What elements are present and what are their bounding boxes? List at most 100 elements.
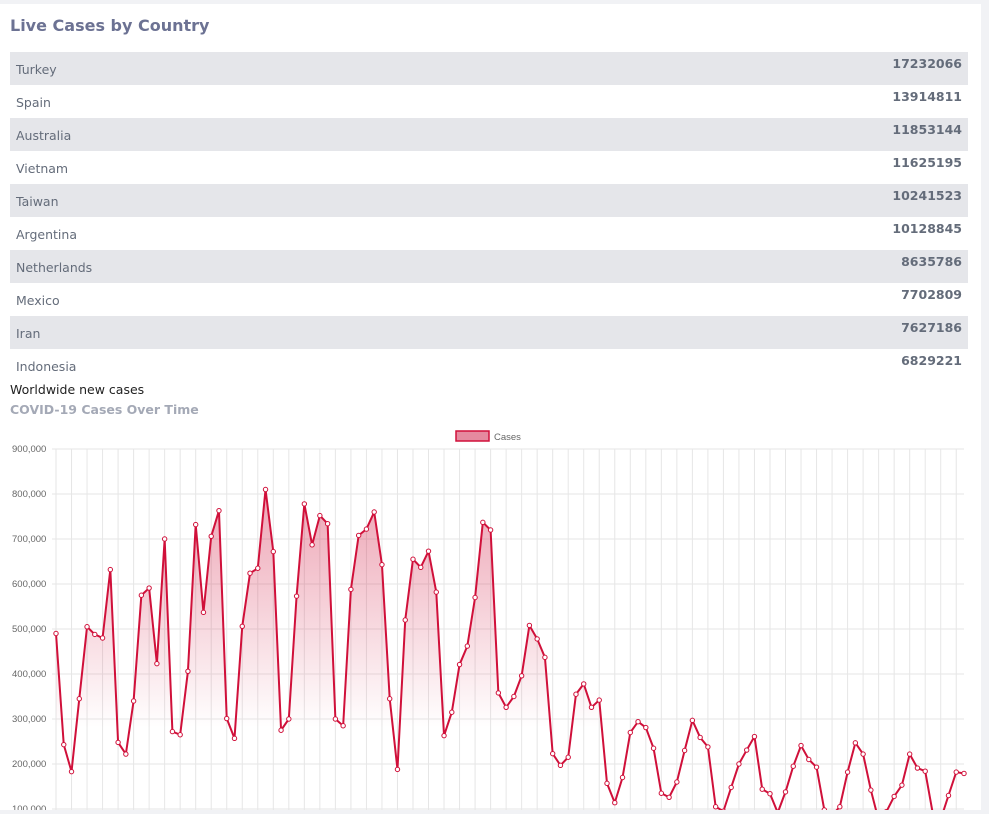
- series-line-cases: [55, 488, 965, 814]
- country-name: Taiwan: [16, 194, 59, 209]
- data-point: [441, 732, 447, 739]
- data-point: [627, 729, 633, 736]
- data-point: [247, 570, 253, 576]
- data-point: [860, 751, 866, 757]
- data-point: [309, 542, 315, 548]
- data-point: [301, 501, 308, 507]
- country-name: Turkey: [16, 62, 57, 77]
- data-point: [192, 521, 199, 528]
- cases-over-time-chart: 900,000 800,000 700,000 600,000 500,000 400,0…: [12, 430, 967, 814]
- countries-table: Turkey 17232066 Spain 13914811 Australia…: [10, 52, 968, 382]
- data-point: [200, 609, 207, 616]
- section-subtitle: COVID-19 Cases Over Time: [10, 402, 199, 417]
- country-cases: 6829221: [901, 353, 962, 368]
- data-point: [425, 548, 432, 554]
- data-point: [806, 756, 812, 763]
- data-point: [588, 704, 595, 710]
- data-point: [270, 548, 276, 555]
- y-tick-label: 900,000: [12, 444, 46, 455]
- data-point: [161, 536, 168, 542]
- legend-swatch: [455, 430, 490, 442]
- data-point: [224, 715, 230, 722]
- data-point: [790, 763, 796, 769]
- y-tick-label: 100,000: [12, 804, 46, 814]
- data-point: [355, 532, 362, 539]
- data-point: [410, 556, 416, 562]
- data-point: [123, 751, 129, 757]
- table-row: Turkey 17232066: [10, 52, 968, 85]
- data-point: [542, 654, 548, 661]
- country-cases: 11853144: [892, 122, 962, 137]
- data-point: [239, 623, 245, 630]
- data-point: [635, 719, 641, 725]
- data-point: [526, 622, 533, 629]
- country-cases: 10241523: [892, 188, 962, 203]
- data-point: [689, 717, 696, 724]
- data-point: [697, 734, 703, 741]
- data-point: [208, 533, 214, 540]
- data-point: [961, 770, 967, 777]
- data-point: [906, 751, 913, 757]
- country-name: Spain: [16, 95, 51, 110]
- table-row: Argentina 10128845: [10, 217, 968, 250]
- data-point: [456, 661, 463, 668]
- y-tick-label: 800,000: [12, 489, 46, 500]
- data-point: [581, 681, 587, 687]
- data-point: [674, 779, 680, 785]
- table-row: Spain 13914811: [10, 85, 968, 118]
- data-point: [278, 727, 284, 733]
- data-point: [798, 742, 804, 749]
- data-point: [76, 696, 82, 702]
- country-name: Australia: [16, 128, 72, 143]
- table-row: Indonesia 6829221: [10, 349, 968, 382]
- country-cases: 17232066: [892, 56, 962, 71]
- section-title: Worldwide new cases: [10, 382, 145, 397]
- data-point: [332, 716, 339, 722]
- series-area-cases: [56, 489, 964, 814]
- data-point: [782, 789, 789, 795]
- data-point: [107, 566, 114, 573]
- data-point: [495, 690, 502, 696]
- page-bottom-edge: [0, 810, 989, 814]
- data-point: [666, 794, 672, 800]
- card-title: Live Cases by Country: [10, 16, 210, 35]
- data-point: [177, 732, 183, 738]
- data-point: [216, 507, 222, 514]
- data-point: [852, 740, 859, 746]
- y-tick-label: 500,000: [12, 624, 46, 635]
- data-point: [340, 723, 346, 729]
- data-point: [518, 673, 525, 679]
- country-name: Indonesia: [16, 359, 77, 374]
- data-point: [728, 784, 734, 791]
- data-point: [146, 585, 152, 591]
- data-point: [154, 660, 160, 667]
- data-point: [262, 486, 269, 493]
- data-point: [899, 782, 905, 788]
- data-point: [130, 698, 137, 704]
- data-point: [557, 762, 564, 769]
- table-row: Netherlands 8635786: [10, 250, 968, 283]
- table-row: Mexico 7702809: [10, 283, 968, 316]
- data-point: [324, 521, 331, 527]
- y-tick-label: 700,000: [12, 534, 46, 545]
- data-point: [736, 761, 742, 767]
- data-point: [138, 592, 145, 598]
- data-point: [534, 636, 540, 642]
- data-point: [402, 617, 408, 623]
- data-point: [503, 704, 509, 710]
- data-point: [813, 764, 820, 770]
- country-cases: 7627186: [901, 320, 962, 335]
- scrollbar-track[interactable]: [981, 0, 989, 814]
- data-point: [953, 769, 959, 775]
- table-row: Vietnam 11625195: [10, 151, 968, 184]
- data-point: [487, 527, 494, 533]
- data-point: [767, 791, 773, 797]
- data-point: [472, 594, 478, 601]
- table-row: Australia 11853144: [10, 118, 968, 151]
- data-point: [394, 766, 401, 773]
- data-point: [418, 564, 424, 571]
- data-point: [317, 512, 323, 519]
- data-point: [511, 693, 517, 700]
- data-point: [945, 792, 952, 799]
- data-point: [650, 745, 657, 751]
